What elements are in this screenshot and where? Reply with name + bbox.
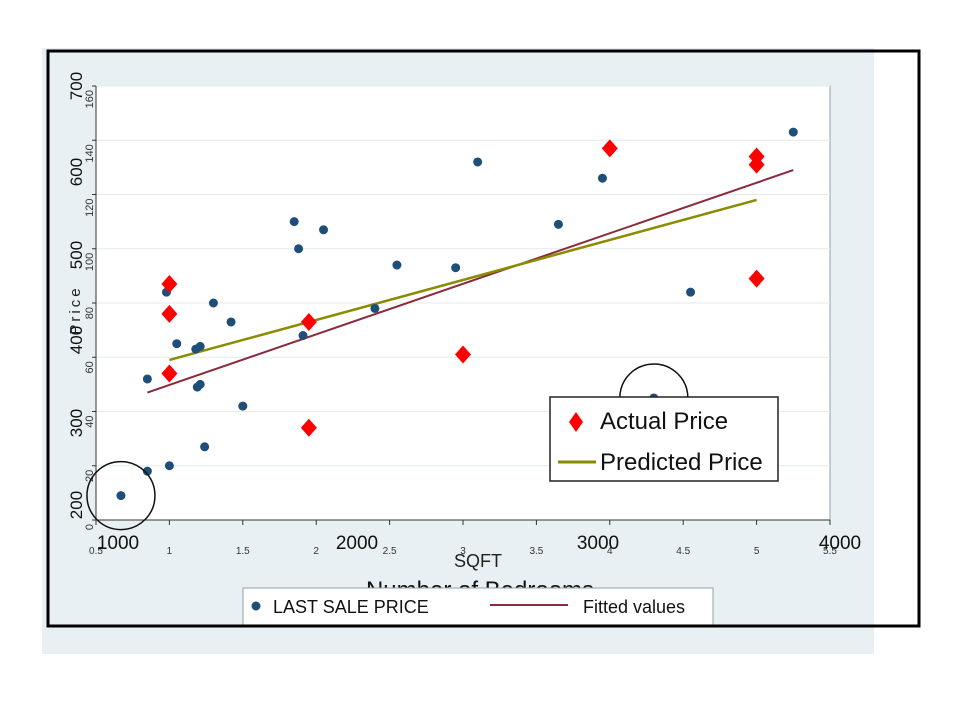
data-point: [597, 173, 607, 183]
actual-price-point: [748, 155, 765, 174]
x-tick-label: 3: [460, 546, 466, 557]
x-tick-label: 5.5: [823, 546, 837, 557]
data-point: [208, 298, 218, 308]
y-tick-label: 60: [84, 361, 96, 373]
y-tick-label: 80: [84, 307, 96, 319]
actual-price-point: [748, 269, 765, 288]
overlay-y-tick-label: 500: [67, 241, 86, 269]
y-tick-label: 100: [84, 253, 96, 271]
overlay-y-tick-label: 300: [67, 409, 86, 437]
outer-frame: [46, 49, 921, 628]
data-point: [195, 379, 205, 389]
data-point: [473, 157, 483, 167]
overlay-x-tick-label: 4000: [819, 533, 861, 554]
actual-price-point: [161, 304, 178, 323]
x-tick-label: 2.5: [383, 546, 397, 557]
x-tick-label: 2: [313, 546, 319, 557]
data-point: [200, 442, 210, 452]
overlay-y-ticks: 200 300 400 500 600 700: [67, 72, 86, 519]
legend-actual-price: Actual Price: [600, 408, 728, 435]
highlight-circle: [86, 460, 156, 531]
y-axis-label: Price: [67, 285, 84, 334]
actual-price-point: [455, 345, 471, 364]
fitted-values-line: [147, 169, 794, 394]
actual-price-point: [161, 275, 178, 294]
bottom-legend: LAST SALE PRICE Fitted values: [242, 587, 714, 627]
x-ticks: 0.5 1 1.5 2 2.5 3 3.5 4 4.5 5 5.5: [89, 520, 837, 557]
overlay-legend: Actual Price Predicted Price: [549, 396, 779, 482]
data-point: [298, 331, 308, 341]
data-point: [370, 303, 380, 313]
legend-predicted-price: Predicted Price: [600, 449, 763, 476]
data-point: [451, 263, 461, 273]
data-point: [294, 244, 304, 254]
x-tick-label: 5: [754, 546, 760, 557]
y-tick-label: 140: [84, 144, 96, 162]
overlay-x-tick-label: 3000: [577, 533, 619, 554]
data-point: [142, 374, 152, 384]
x-tick-label: 0.5: [89, 546, 103, 557]
data-point: [319, 225, 329, 235]
overlay-x-tick-label: 1000: [97, 533, 139, 554]
data-point: [172, 339, 182, 349]
y-tick-label: 0: [84, 524, 96, 530]
overlay-y-tick-label: 600: [67, 158, 86, 186]
x-tick-label: 1: [167, 546, 173, 557]
legend-fitted-values: Fitted values: [583, 597, 685, 617]
data-point: [238, 401, 248, 411]
data-point: [686, 287, 696, 297]
data-point: [226, 317, 236, 327]
actual-price-point: [161, 364, 178, 383]
actual-price-point: [601, 139, 618, 158]
y-ticks: 0 20 40 60 80 100 120 140 160: [84, 85, 96, 530]
predicted-price-line: [169, 198, 757, 362]
legend-dot-marker: [251, 601, 261, 611]
x-tick-label: 4.5: [676, 546, 690, 557]
data-point: [164, 461, 174, 471]
x-tick-label: 1.5: [236, 546, 250, 557]
overlay-y-tick-label: 400: [67, 326, 86, 354]
legend-last-sale-price: LAST SALE PRICE: [273, 597, 429, 617]
data-point: [392, 260, 402, 270]
overlay-x-tick-label: 2000: [336, 533, 378, 554]
x-tick-label: 4: [607, 546, 613, 557]
data-point: [788, 127, 798, 137]
overlay-x-ticks: 1000 2000 3000 4000: [97, 533, 861, 554]
x-tick-label: 3.5: [529, 546, 543, 557]
data-point: [116, 491, 126, 501]
y-tick-label: 160: [84, 90, 96, 108]
data-point: [195, 341, 205, 351]
data-point: [142, 466, 152, 476]
y-tick-label: 120: [84, 199, 96, 217]
actual-price-points: [161, 139, 765, 437]
y-tick-label: 20: [84, 470, 96, 482]
legend-diamond-marker: [569, 412, 583, 432]
y-tick-label: 40: [84, 416, 96, 428]
actual-price-point: [300, 418, 317, 437]
x-axis-label: SQFT: [454, 551, 502, 571]
overlay-y-tick-label: 700: [67, 72, 86, 100]
actual-price-point: [300, 312, 317, 331]
data-point: [289, 217, 299, 227]
overlay-y-tick-label: 200: [67, 491, 86, 519]
last-sale-price-points: [116, 127, 798, 501]
data-point: [553, 219, 563, 229]
